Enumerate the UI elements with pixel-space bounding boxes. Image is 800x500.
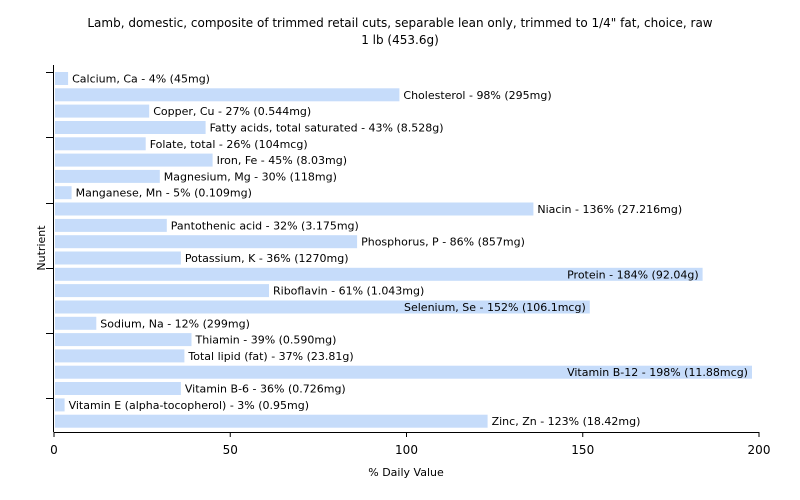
bar xyxy=(55,365,752,379)
bar-label: Cholesterol - 98% (295mg) xyxy=(403,89,551,102)
bar-label: Phosphorus, P - 86% (857mg) xyxy=(361,236,525,249)
bar xyxy=(55,72,69,85)
bar xyxy=(55,137,146,151)
bar-label: Iron, Fe - 45% (8.03mg) xyxy=(217,154,347,167)
x-tick-label: 50 xyxy=(223,443,238,457)
x-tick-label: 0 xyxy=(50,443,58,457)
bar xyxy=(55,267,703,281)
bar xyxy=(55,300,590,314)
y-ticks-layer xyxy=(46,72,54,399)
bar-label: Niacin - 136% (27.216mg) xyxy=(537,203,682,216)
bar-label: Pantothenic acid - 32% (3.175mg) xyxy=(171,219,359,232)
bar-label: Folate, total - 26% (104mcg) xyxy=(150,138,308,151)
bar-label: Copper, Cu - 27% (0.544mg) xyxy=(153,105,311,118)
chart-title: Lamb, domestic, composite of trimmed ret… xyxy=(87,16,712,30)
bar-label: Magnesium, Mg - 30% (118mg) xyxy=(164,170,337,183)
bars-layer: Calcium, Ca - 4% (45mg) Cholesterol - 98%… xyxy=(55,72,752,428)
bar xyxy=(55,88,400,102)
bar-label: Vitamin B-6 - 36% (0.726mg) xyxy=(185,383,346,396)
bar xyxy=(55,316,97,330)
bar xyxy=(55,104,150,118)
bar-label: Total lipid (fat) - 37% (23.81g) xyxy=(187,350,353,363)
bar-label: Potassium, K - 36% (1270mg) xyxy=(185,252,349,265)
x-tick-label: 150 xyxy=(571,443,594,457)
y-axis-label: Nutrient xyxy=(35,225,48,271)
bar xyxy=(55,414,488,428)
bar-label: Protein - 184% (92.04g) xyxy=(567,268,699,281)
bar-label: Zinc, Zn - 123% (18.42mg) xyxy=(492,415,641,428)
bar-label: Vitamin B-12 - 198% (11.88mcg) xyxy=(567,366,748,379)
bar xyxy=(55,382,181,395)
x-ticks-layer: 0 50 100 150 200 xyxy=(50,432,770,457)
bar xyxy=(55,349,185,363)
bar-label: Vitamin E (alpha-tocopherol) - 3% (0.95m… xyxy=(69,399,309,412)
bar xyxy=(55,251,181,265)
bar-label: Calcium, Ca - 4% (45mg) xyxy=(72,73,210,86)
x-tick-label: 100 xyxy=(395,443,418,457)
bar-label: Sodium, Na - 12% (299mg) xyxy=(100,317,250,330)
bar-label: Thiamin - 39% (0.590mg) xyxy=(195,334,337,347)
bar xyxy=(55,121,206,134)
bar xyxy=(55,153,213,167)
bar-label: Manganese, Mn - 5% (0.109mg) xyxy=(76,187,252,200)
bar xyxy=(55,235,358,249)
x-tick-label: 200 xyxy=(748,443,771,457)
bar xyxy=(55,398,65,412)
bar-label: Selenium, Se - 152% (106.1mcg) xyxy=(404,301,586,314)
x-axis-label: % Daily Value xyxy=(368,466,444,479)
bar xyxy=(55,202,534,216)
bar xyxy=(55,186,72,200)
bar-label: Fatty acids, total saturated - 43% (8.52… xyxy=(210,122,444,135)
bar-label: Riboflavin - 61% (1.043mg) xyxy=(273,285,424,298)
chart-subtitle: 1 lb (453.6g) xyxy=(361,33,439,47)
bar xyxy=(55,169,160,183)
bar xyxy=(55,218,167,232)
bar xyxy=(55,333,192,347)
bar xyxy=(55,284,269,298)
